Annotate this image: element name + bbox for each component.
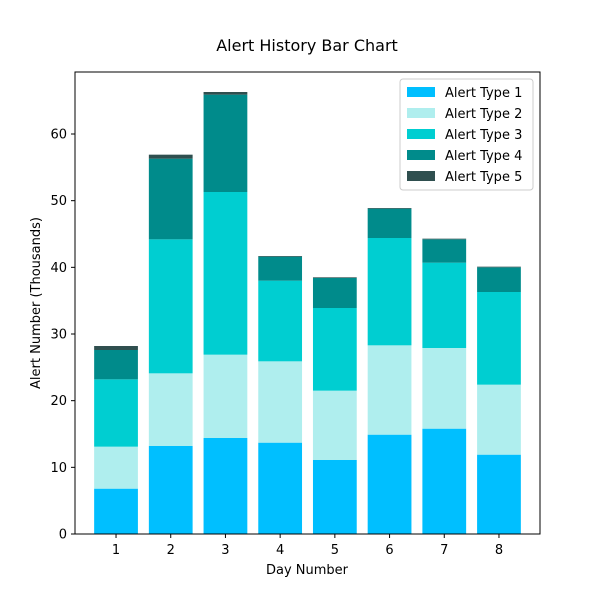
- legend-swatch: [407, 150, 435, 160]
- plot-frame: [74, 71, 541, 535]
- legend-label: Alert Type 1: [445, 86, 522, 101]
- x-tick-label: 1: [112, 543, 120, 558]
- bar-day3-type5: [203, 92, 248, 95]
- bar-day8-type1: [477, 454, 521, 534]
- bar-day3-type1: [203, 438, 248, 534]
- legend-label: Alert Type 5: [445, 170, 522, 185]
- legend-label: Alert Type 3: [445, 128, 522, 143]
- bar-day2-type1: [148, 446, 193, 534]
- bar-day8-type2: [477, 384, 521, 455]
- bar-day1-type2: [94, 446, 138, 489]
- bar-day8-type5: [477, 266, 521, 268]
- bar-day2-type5: [148, 154, 193, 159]
- bar-day4-type3: [258, 280, 303, 362]
- legend-swatch: [407, 129, 435, 139]
- legend-swatch: [407, 108, 435, 118]
- bar-day2-type2: [148, 373, 193, 446]
- bar-day8-type3: [477, 292, 521, 385]
- bar-day7-type2: [422, 348, 467, 429]
- bar-day3-type2: [203, 354, 248, 438]
- chart-title: Alert History Bar Chart: [216, 36, 398, 55]
- x-axis: 1 2 3 4 5 6 7 8: [112, 534, 503, 558]
- bar-day6-type5: [367, 208, 412, 209]
- x-tick-label: 6: [385, 543, 393, 558]
- x-tick-label: 5: [331, 543, 339, 558]
- bar-day5-type4: [312, 278, 357, 308]
- x-tick-label: 4: [276, 543, 284, 558]
- bar-day6-type3: [367, 238, 412, 346]
- bar-day1-type4: [94, 350, 138, 380]
- bar-day1-type3: [94, 379, 138, 447]
- legend-swatch: [407, 171, 435, 181]
- bar-day4-type5: [258, 256, 303, 257]
- bar-day1-type5: [94, 346, 138, 350]
- bar-day3-type4: [203, 94, 248, 192]
- legend-label: Alert Type 2: [445, 107, 522, 122]
- legend: Alert Type 1 Alert Type 2 Alert Type 3 Aler…: [399, 78, 534, 191]
- bar-day2-type3: [148, 239, 193, 374]
- bar-day3-type3: [203, 192, 248, 355]
- bar-day4-type1: [258, 442, 303, 534]
- bar-day6-type1: [367, 434, 412, 534]
- y-tick-label: 0: [59, 528, 67, 543]
- bar-day1-type1: [94, 488, 138, 534]
- x-tick-label: 8: [495, 543, 503, 558]
- legend-box: [399, 78, 534, 191]
- bar-day8-type4: [477, 267, 521, 292]
- x-tick-label: 2: [167, 543, 175, 558]
- y-axis: 0 10 20 30 40 50 60: [50, 128, 75, 543]
- bar-day7-type3: [422, 262, 467, 348]
- bar-day5-type5: [312, 277, 357, 278]
- bar-day7-type1: [422, 428, 467, 534]
- bar-day4-type2: [258, 361, 303, 443]
- legend-label: Alert Type 4: [445, 149, 522, 164]
- bar-day5-type2: [312, 390, 357, 460]
- bar-day6-type4: [367, 208, 412, 238]
- bars-group: [94, 92, 521, 534]
- bar-day7-type5: [422, 238, 467, 240]
- y-tick-label: 30: [50, 328, 67, 343]
- y-axis-label: Alert Number (Thousands): [29, 217, 44, 389]
- bar-day5-type3: [312, 308, 357, 391]
- bar-day4-type4: [258, 256, 303, 281]
- x-axis-label: Day Number: [266, 563, 349, 578]
- bar-day2-type4: [148, 158, 193, 240]
- bar-day7-type4: [422, 239, 467, 263]
- bar-day5-type1: [312, 460, 357, 534]
- legend-swatch: [407, 87, 435, 97]
- x-tick-label: 3: [221, 543, 229, 558]
- y-tick-label: 10: [50, 461, 67, 476]
- y-tick-label: 40: [50, 261, 67, 276]
- y-tick-label: 60: [50, 128, 67, 143]
- y-tick-label: 50: [50, 194, 67, 209]
- bar-day6-type2: [367, 345, 412, 435]
- x-tick-label: 7: [440, 543, 448, 558]
- y-tick-label: 20: [50, 394, 67, 409]
